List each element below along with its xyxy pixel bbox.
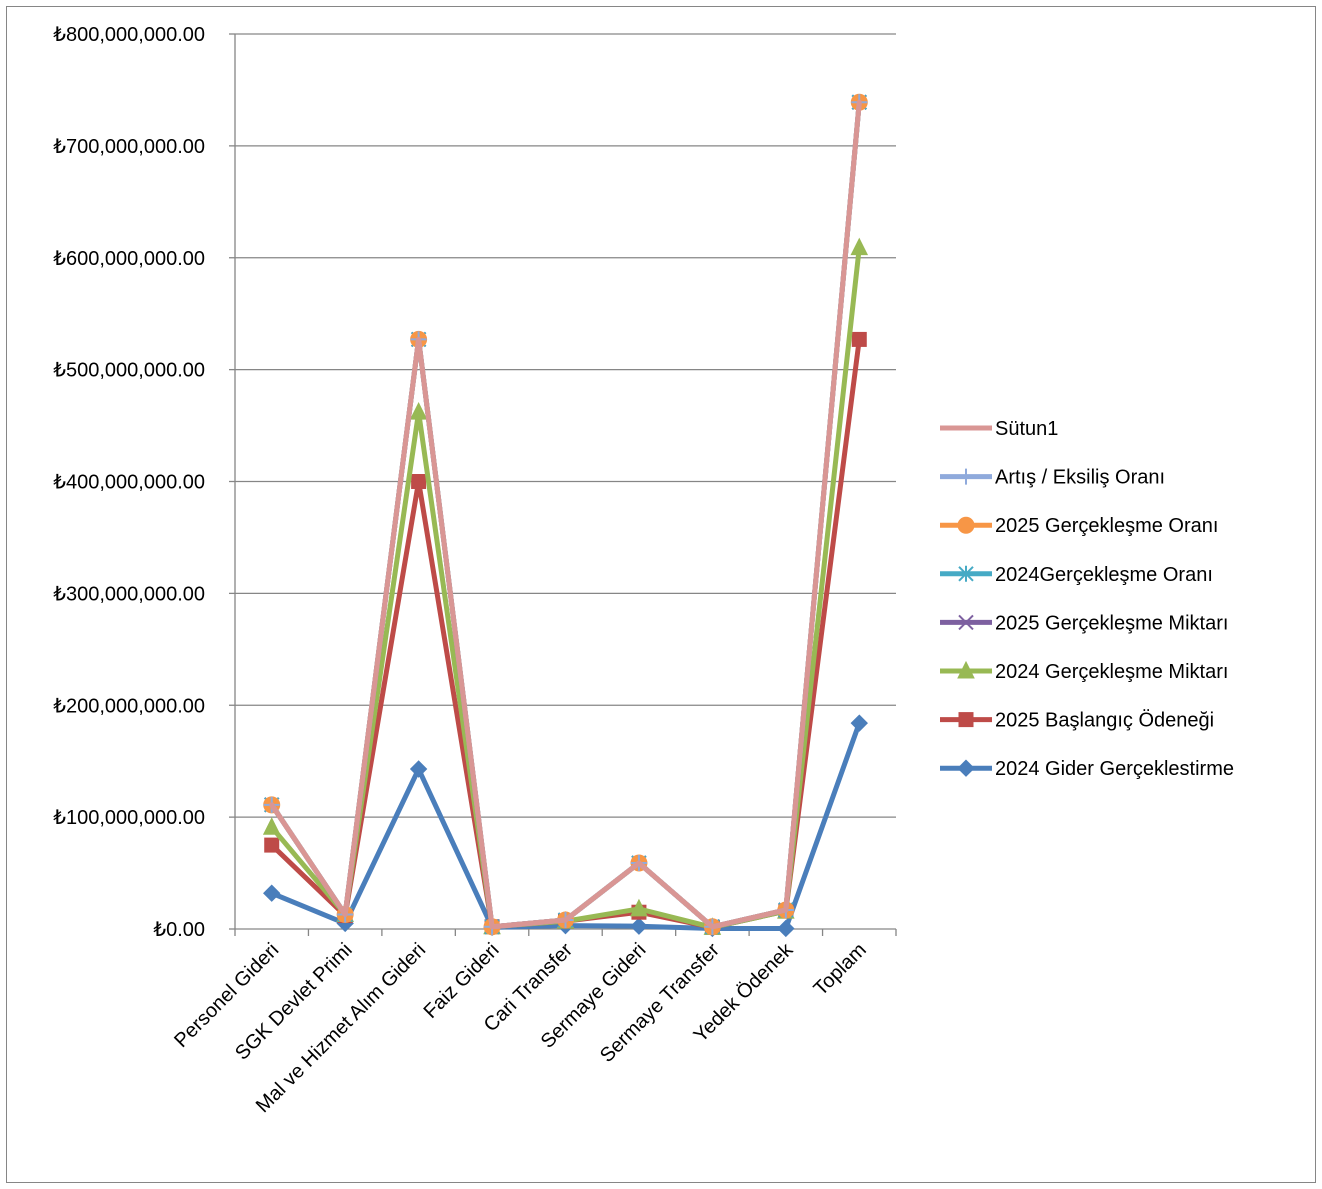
series-group xyxy=(264,94,867,935)
diamond-marker xyxy=(957,759,975,777)
y-tick-label: ₺500,000,000.00 xyxy=(53,360,205,382)
legend-label: Sütun1 xyxy=(995,418,1058,440)
triangle-marker xyxy=(409,402,428,420)
legend-item: 2024Gerçekleşme Oranı xyxy=(940,564,1213,586)
series-lines xyxy=(262,93,869,938)
triangle-marker xyxy=(850,237,869,256)
y-tick-label: ₺700,000,000.00 xyxy=(53,136,205,158)
triangle-marker xyxy=(630,898,648,917)
diamond-marker xyxy=(409,760,428,778)
y-tick-label: ₺200,000,000.00 xyxy=(53,695,205,717)
plus-marker xyxy=(958,468,974,485)
legend-item: Sütun1 xyxy=(940,418,1058,440)
y-tick-label: ₺400,000,000.00 xyxy=(53,472,205,494)
diamond-marker xyxy=(630,917,648,935)
diamond-marker xyxy=(777,919,795,938)
y-tick-label: ₺300,000,000.00 xyxy=(53,583,205,605)
y-tick-label: ₺100,000,000.00 xyxy=(53,807,205,829)
axes: ₺0.00 ₺100,000,000.00 ₺200,000,000.00 ₺300,… xyxy=(53,24,897,1117)
legend-label: 2025 Gerçekleşme Oranı xyxy=(995,515,1218,537)
legend-item: Artış / Eksiliş Oranı xyxy=(940,467,1165,489)
series-line xyxy=(269,99,862,930)
x-marker xyxy=(958,614,974,631)
circle-marker xyxy=(957,516,975,534)
legend-label: 2024 Gerçekleşme Miktarı xyxy=(995,661,1228,683)
legend-item: 2025 Gerçekleşme Oranı xyxy=(940,515,1218,537)
series-group xyxy=(269,99,862,930)
x-category-label: Toplam xyxy=(810,939,871,1000)
series-line xyxy=(269,336,862,930)
y-tick-label: ₺800,000,000.00 xyxy=(53,24,205,46)
legend-label: 2025 Gerçekleşme Miktarı xyxy=(995,612,1228,634)
legend-item: 2025 Gerçekleşme Miktarı xyxy=(940,612,1228,634)
triangle-marker xyxy=(957,660,975,679)
legend-label: Artış / Eksiliş Oranı xyxy=(995,467,1165,489)
series-line xyxy=(269,245,862,930)
legend-label: 2024Gerçekleşme Oranı xyxy=(995,564,1213,586)
y-tick-label: ₺0.00 xyxy=(153,919,205,941)
series-group xyxy=(263,93,868,936)
legend: Sütun1 Artış / Eksiliş Oranı 2025 Gerçekle… xyxy=(940,418,1234,780)
series-group xyxy=(264,94,867,935)
legend-label: 2024 Gider Gerçeklestirme xyxy=(995,758,1234,780)
legend-item: 2024 Gerçekleşme Miktarı xyxy=(940,660,1228,683)
square-marker xyxy=(411,474,427,489)
square-marker xyxy=(958,712,974,728)
star-marker xyxy=(958,565,974,582)
square-marker xyxy=(264,837,280,853)
triangle-marker xyxy=(262,817,281,835)
chart-area xyxy=(6,6,1316,1183)
gridlines xyxy=(235,33,896,818)
y-tick-label: ₺600,000,000.00 xyxy=(53,248,205,270)
diamond-marker xyxy=(850,714,868,732)
legend-label: 2025 Başlangıç Ödeneği xyxy=(995,710,1214,732)
legend-item: 2025 Başlangıç Ödeneği xyxy=(940,710,1214,732)
square-marker xyxy=(851,331,867,347)
series-group xyxy=(263,94,868,935)
legend-item: 2024 Gider Gerçeklestirme xyxy=(940,758,1234,780)
diamond-marker xyxy=(263,884,281,902)
